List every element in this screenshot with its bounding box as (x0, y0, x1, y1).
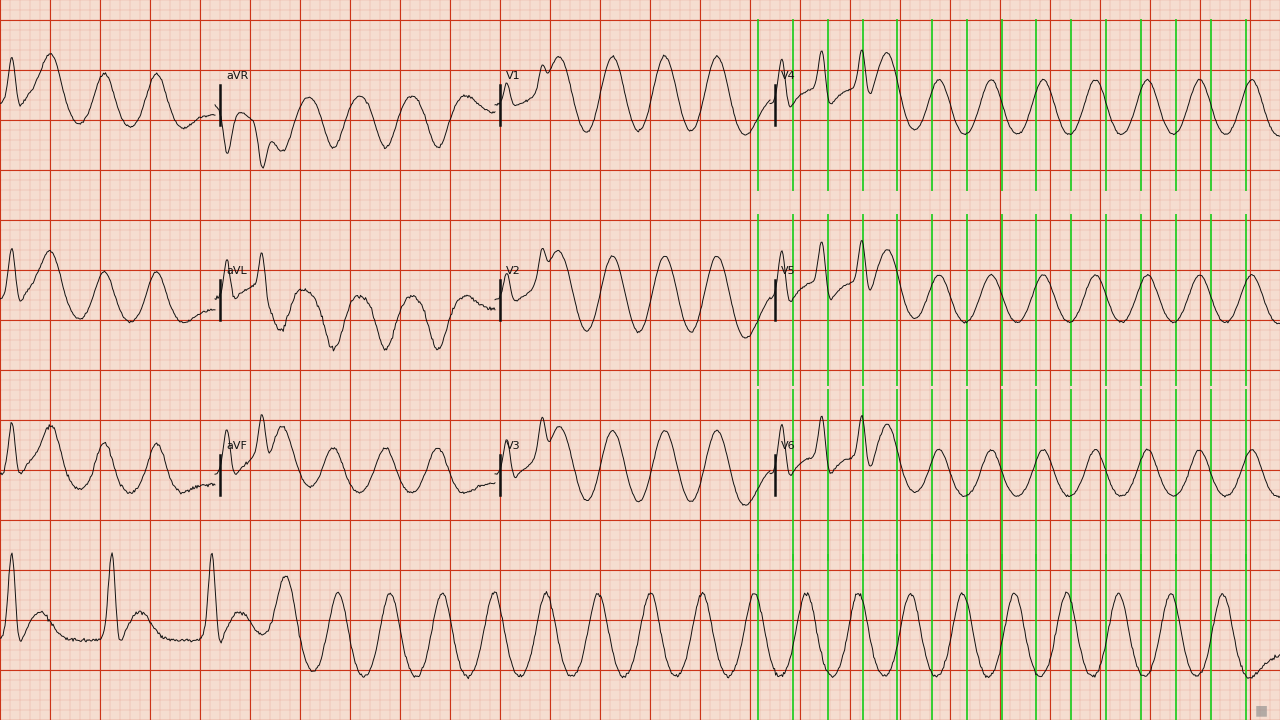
Text: V5: V5 (781, 266, 796, 276)
Text: V1: V1 (506, 71, 521, 81)
Text: aVL: aVL (227, 266, 247, 276)
Text: ■: ■ (1254, 703, 1268, 717)
Text: V4: V4 (781, 71, 796, 81)
Text: V6: V6 (781, 441, 796, 451)
Text: V2: V2 (506, 266, 521, 276)
Text: aVR: aVR (227, 71, 248, 81)
Text: aVF: aVF (227, 441, 247, 451)
Text: V3: V3 (506, 441, 521, 451)
